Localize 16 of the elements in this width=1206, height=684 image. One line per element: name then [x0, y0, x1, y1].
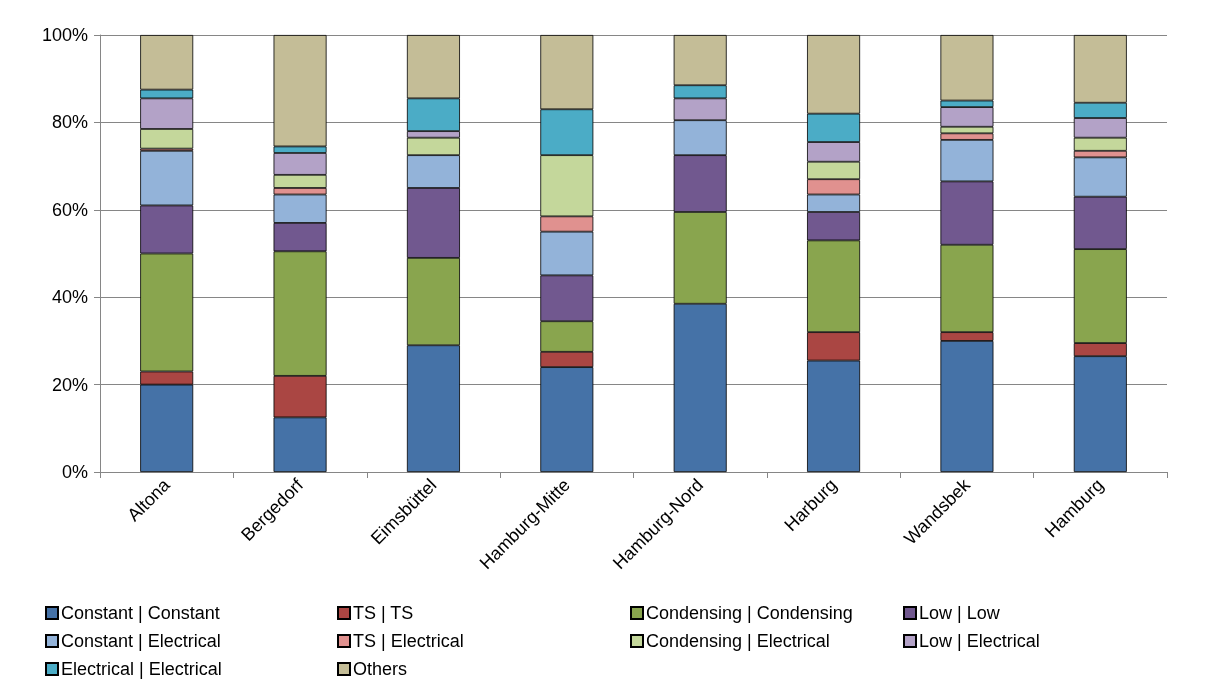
legend-label: TS | Electrical [353, 631, 464, 651]
y-tick-label: 20% [51, 374, 88, 395]
legend-label: Low | Low [919, 603, 1001, 623]
legend-label: Condensing | Electrical [646, 631, 830, 651]
y-tick-label: 60% [51, 199, 88, 220]
legend-label: Electrical | Electrical [61, 659, 222, 679]
y-tick-label: 100% [41, 25, 88, 45]
y-tick-label: 40% [51, 287, 88, 308]
legend-label: Condensing | Condensing [646, 603, 853, 623]
y-tick-label: 80% [51, 112, 88, 133]
legend-label: Constant | Electrical [61, 631, 221, 651]
legend-label: Low | Electrical [919, 631, 1040, 651]
legend-label: Constant | Constant [61, 603, 220, 623]
y-tick-label: 0% [61, 462, 88, 482]
legend-label: TS | TS [353, 603, 414, 623]
legend-label: Others [353, 659, 408, 679]
